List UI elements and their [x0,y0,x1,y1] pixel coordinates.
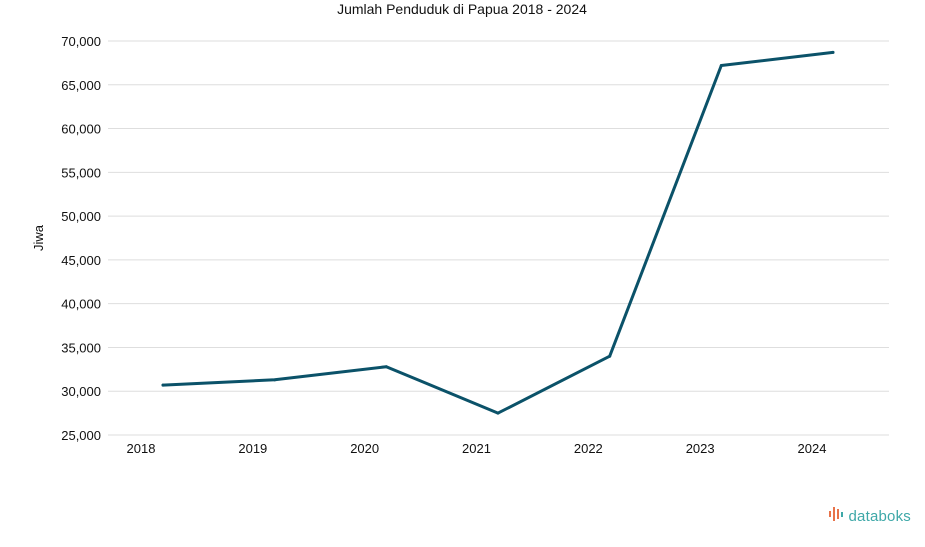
y-tick-label: 50,000 [61,209,101,224]
databoks-logo-icon [828,506,846,527]
x-tick-label: 2024 [798,441,827,456]
y-tick-label: 55,000 [61,165,101,180]
data-point [831,50,835,54]
y-tick-label: 35,000 [61,340,101,355]
data-point [719,64,723,68]
y-tick-label: 25,000 [61,428,101,443]
brand-name: databoks [848,508,911,525]
data-point [384,365,388,369]
data-point [273,378,277,382]
gridlines [108,40,889,436]
x-axis-ticks: 2018 2019 2020 2021 2022 2023 2024 [127,441,827,456]
chart-title: Jumlah Penduduk di Papua 2018 - 2024 [337,1,587,17]
x-tick-label: 2019 [238,441,267,456]
brand-logo[interactable]: databoks [828,506,911,527]
y-tick-label: 65,000 [61,78,101,93]
y-axis-label: Jiwa [31,224,46,251]
y-tick-label: 30,000 [61,384,101,399]
data-point [161,383,165,387]
y-tick-label: 45,000 [61,253,101,268]
series-line [161,50,835,415]
y-tick-label: 60,000 [61,122,101,137]
x-tick-label: 2021 [462,441,491,456]
data-point [608,354,612,358]
series-layer [161,50,835,415]
y-tick-label: 70,000 [61,34,101,49]
x-tick-label: 2022 [574,441,603,456]
y-axis-ticks: 25,000 30,000 35,000 40,000 45,000 50,000 55,0… [61,34,101,443]
x-tick-label: 2020 [350,441,379,456]
data-point [496,411,500,415]
x-tick-label: 2018 [127,441,156,456]
y-tick-label: 40,000 [61,297,101,312]
x-tick-label: 2023 [686,441,715,456]
